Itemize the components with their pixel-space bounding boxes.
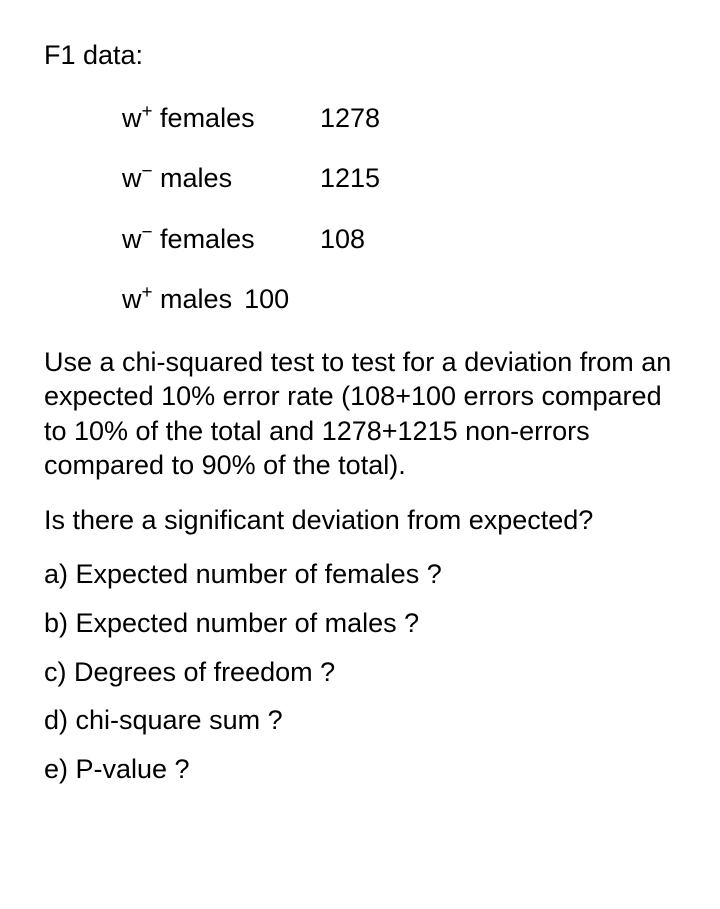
row-prefix: w bbox=[122, 224, 142, 254]
paragraph-question: Is there a significant deviation from ex… bbox=[44, 503, 676, 538]
row-sup: − bbox=[142, 161, 153, 182]
row-prefix: w bbox=[122, 103, 142, 133]
question-c: c) Degrees of freedom ? bbox=[44, 655, 676, 690]
row-prefix: w bbox=[122, 163, 142, 193]
table-row: w+ females 1278 bbox=[122, 101, 676, 136]
question-e: e) P-value ? bbox=[44, 752, 676, 787]
row-value: 100 bbox=[244, 282, 289, 317]
heading: F1 data: bbox=[44, 38, 676, 73]
row-label: w+ males bbox=[122, 282, 232, 317]
question-b: b) Expected number of males ? bbox=[44, 606, 676, 641]
table-row: w− females 108 bbox=[122, 222, 676, 257]
row-suffix: males bbox=[153, 284, 233, 314]
question-a: a) Expected number of females ? bbox=[44, 557, 676, 592]
row-label: w− females bbox=[122, 222, 308, 257]
row-sup: + bbox=[142, 101, 153, 122]
row-label: w− males bbox=[122, 161, 308, 196]
question-d: d) chi-square sum ? bbox=[44, 703, 676, 738]
paragraph-instruction: Use a chi-squared test to test for a dev… bbox=[44, 345, 676, 483]
table-row: w− males 1215 bbox=[122, 161, 676, 196]
row-value: 1215 bbox=[320, 161, 380, 196]
row-sup: − bbox=[142, 222, 153, 243]
table-row: w+ males 100 bbox=[122, 282, 676, 317]
row-sup: + bbox=[142, 282, 153, 303]
row-prefix: w bbox=[122, 284, 142, 314]
row-suffix: females bbox=[153, 224, 255, 254]
row-value: 1278 bbox=[320, 101, 380, 136]
row-value: 108 bbox=[320, 222, 365, 257]
row-suffix: males bbox=[153, 163, 233, 193]
data-table: w+ females 1278 w− males 1215 w− females… bbox=[122, 101, 676, 317]
row-label: w+ females bbox=[122, 101, 308, 136]
row-suffix: females bbox=[153, 103, 255, 133]
